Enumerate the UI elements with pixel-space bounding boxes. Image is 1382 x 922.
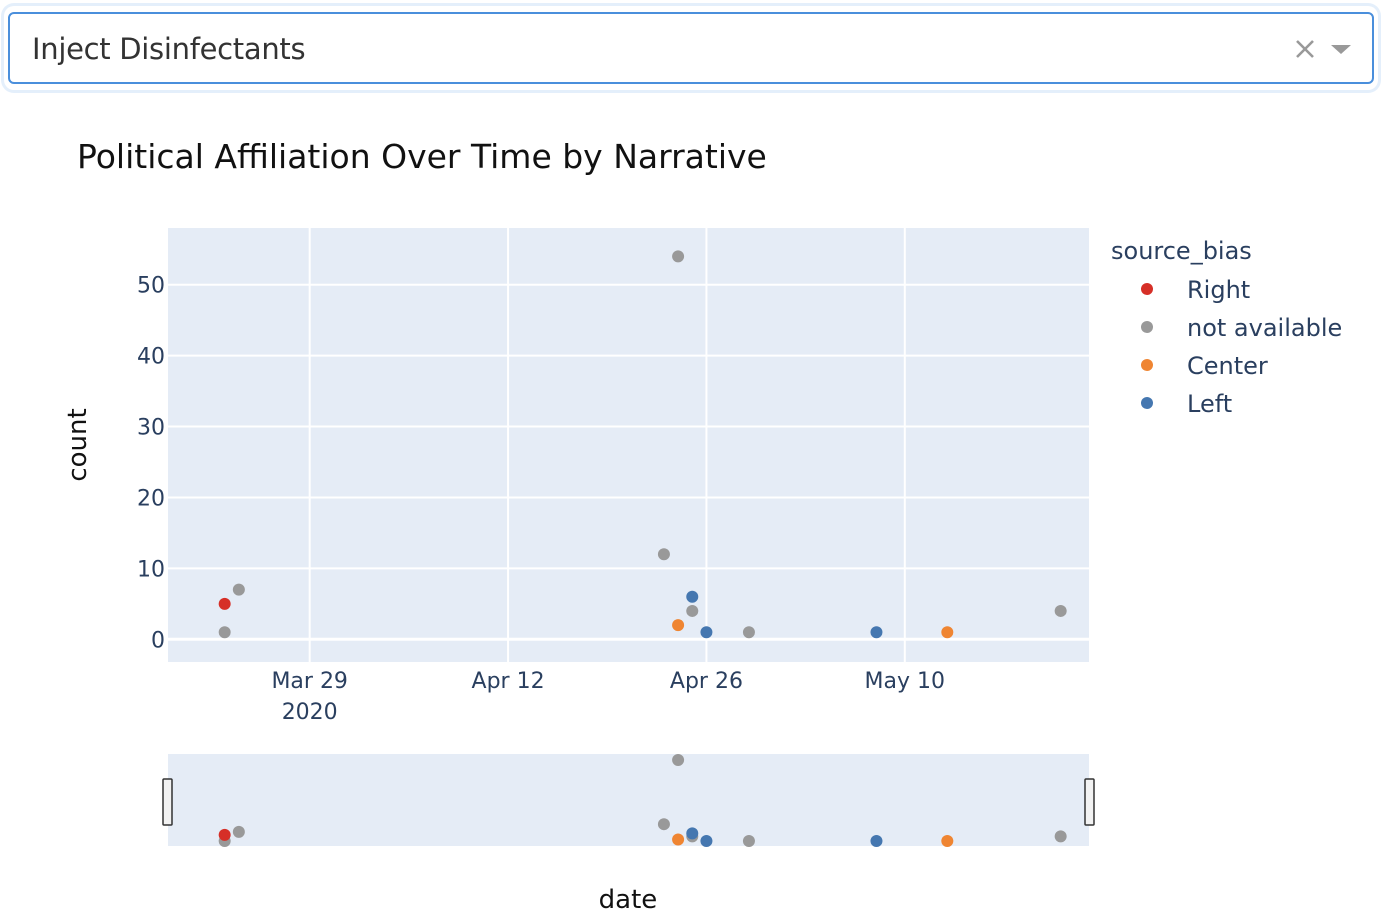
- range-slider-point: [870, 835, 883, 847]
- range-slider-point: [657, 818, 670, 831]
- range-slider-point: [742, 835, 755, 847]
- data-point[interactable]: [700, 626, 713, 639]
- range-slider-point: [672, 754, 685, 766]
- y-tick-label: 0: [151, 628, 165, 653]
- range-slider-left-handle[interactable]: [162, 778, 173, 826]
- legend-item[interactable]: Left: [1141, 390, 1232, 418]
- legend-item[interactable]: Right: [1141, 276, 1250, 304]
- y-tick-label: 50: [137, 274, 165, 299]
- range-slider-point: [686, 827, 699, 840]
- data-point[interactable]: [1054, 604, 1067, 617]
- range-slider-point: [672, 833, 685, 846]
- legend-label: not available: [1187, 314, 1342, 342]
- y-tick-label: 30: [137, 416, 165, 441]
- legend-label: Center: [1187, 352, 1268, 380]
- data-point[interactable]: [672, 619, 685, 632]
- data-point[interactable]: [657, 548, 670, 561]
- x-axis-title: date: [599, 885, 658, 915]
- grid: [168, 228, 1089, 662]
- plot-area[interactable]: [168, 228, 1089, 662]
- range-slider[interactable]: [168, 754, 1089, 846]
- legend-label: Right: [1187, 276, 1250, 304]
- data-points: [218, 250, 1067, 639]
- data-point[interactable]: [218, 626, 231, 639]
- legend-item[interactable]: not available: [1141, 314, 1342, 342]
- x-axis: Mar 29 2020 Apr 12 Apr 26 May 10: [271, 669, 945, 725]
- range-slider-points: [218, 754, 1067, 847]
- legend-title: source_bias: [1111, 237, 1252, 265]
- x-tick-label: May 10: [865, 669, 945, 694]
- y-tick-label: 20: [137, 486, 165, 511]
- caret-down-icon[interactable]: [1328, 36, 1354, 62]
- y-axis: 0 10 20 30 40 50: [137, 274, 165, 654]
- data-point[interactable]: [686, 604, 699, 617]
- x-tick-label: Mar 29: [271, 669, 348, 694]
- range-slider-point: [232, 825, 245, 838]
- range-slider-right-handle[interactable]: [1084, 778, 1095, 826]
- x-tick-label: Apr 26: [670, 669, 743, 694]
- data-point[interactable]: [672, 250, 685, 263]
- narrative-dropdown[interactable]: Inject Disinfectants: [8, 12, 1374, 84]
- dropdown-selected-value: Inject Disinfectants: [32, 32, 306, 66]
- y-axis-title: count: [63, 408, 93, 481]
- legend: Right not available Center Left: [1141, 276, 1342, 418]
- close-icon[interactable]: [1292, 36, 1318, 62]
- x-tick-sublabel: 2020: [282, 700, 338, 725]
- legend-marker: [1141, 283, 1153, 295]
- chart-title: Political Affiliation Over Time by Narra…: [77, 137, 767, 176]
- data-point[interactable]: [941, 626, 954, 639]
- legend-marker: [1141, 397, 1153, 409]
- data-point[interactable]: [232, 583, 245, 596]
- data-point[interactable]: [686, 590, 699, 603]
- legend-marker: [1141, 359, 1153, 371]
- range-slider-point: [218, 828, 231, 841]
- y-tick-label: 10: [137, 557, 165, 582]
- data-point[interactable]: [742, 626, 755, 639]
- range-slider-point: [941, 835, 954, 847]
- data-point[interactable]: [218, 597, 231, 610]
- y-tick-label: 40: [137, 345, 165, 370]
- legend-marker: [1141, 321, 1153, 333]
- range-slider-point: [1054, 830, 1067, 843]
- range-slider-point: [700, 835, 713, 847]
- data-point[interactable]: [870, 626, 883, 639]
- legend-label: Left: [1187, 390, 1232, 418]
- x-tick-label: Apr 12: [472, 669, 545, 694]
- legend-item[interactable]: Center: [1141, 352, 1268, 380]
